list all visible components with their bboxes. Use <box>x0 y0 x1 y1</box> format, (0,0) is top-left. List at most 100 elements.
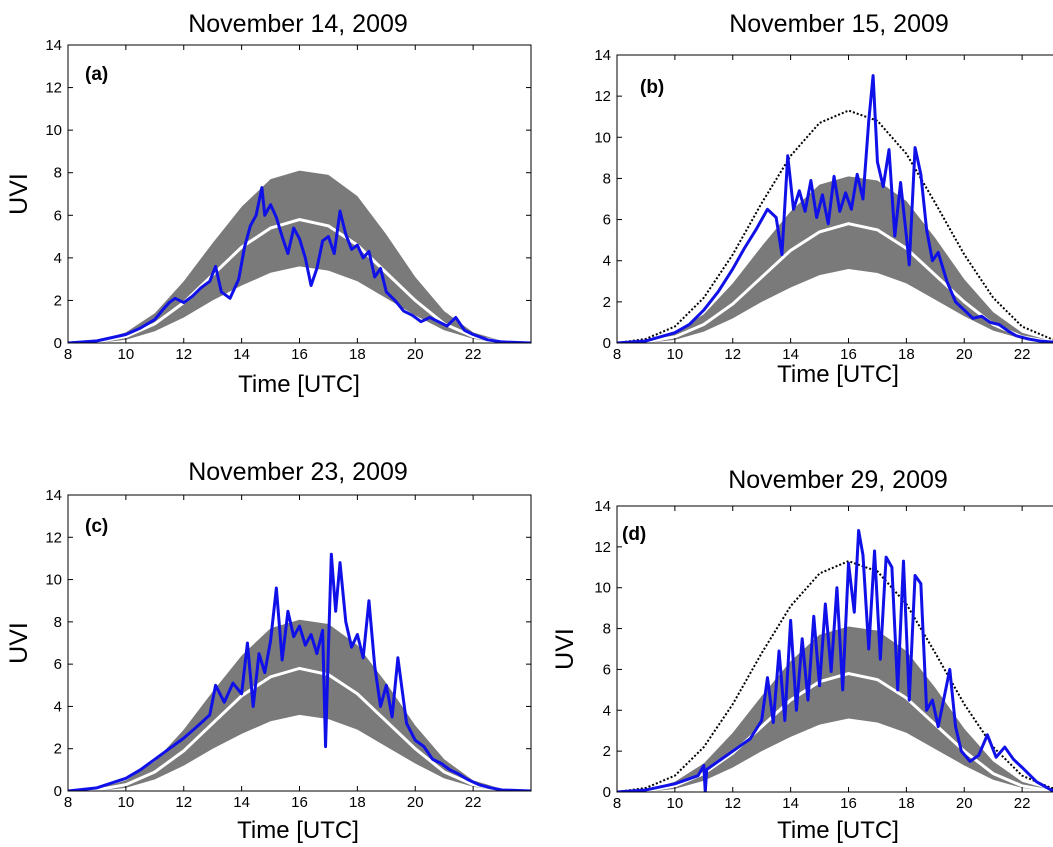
panel-c-x-tick-label: 14 <box>233 794 250 811</box>
panel-d-x-tick-label: 10 <box>667 795 684 812</box>
panel-b: November 15, 2009 8 10 12 14 16 18 20 22 0 2 4 6 8 10… <box>594 10 1053 388</box>
panel-d-observed-line <box>617 529 1053 792</box>
panel-c-x-tick-label: 18 <box>349 794 366 811</box>
panel-d-clear-sky-line <box>617 560 1053 792</box>
panel-a-y-tick-label: 12 <box>45 80 62 97</box>
panel-c-y-tick-label: 0 <box>54 783 62 800</box>
panel-d-y-tick-label: 0 <box>603 784 611 801</box>
panel-b-observed-line <box>617 74 1053 343</box>
panel-d-x-tick-label: 18 <box>898 795 915 812</box>
panel-d-y-axis-label: UVI <box>551 628 579 670</box>
panel-d-label: (d) <box>622 524 646 545</box>
panel-d-uvi-range-band <box>617 626 1053 792</box>
panel-c-ticks: 8 10 12 14 16 18 20 22 0 2 4 6 8 10 12 14 <box>45 487 531 811</box>
panel-c-x-tick-label: 8 <box>64 794 72 811</box>
panel-b-x-tick-label: 14 <box>782 346 799 363</box>
panel-c-median-line <box>68 666 531 791</box>
panel-a-y-axis-label: UVI <box>5 173 33 215</box>
panel-b-x-tick-label: 20 <box>956 346 973 363</box>
panel-a-y-tick-label: 0 <box>54 335 62 352</box>
panel-a-median-line <box>68 217 531 343</box>
panel-a-y-tick-label: 10 <box>45 122 62 139</box>
panel-a-x-tick-label: 20 <box>407 346 424 363</box>
panel-a-ticks: 8 10 12 14 16 18 20 22 0 2 4 6 8 10 12 14 <box>45 37 531 363</box>
panel-a-y-tick-label: 6 <box>54 207 62 224</box>
panel-a-x-tick-label: 10 <box>118 346 135 363</box>
panel-c: November 23, 2009 8 10 12 14 16 18 20 22 0 2 4 6 8 10… <box>5 458 532 844</box>
panel-c-y-tick-label: 14 <box>45 487 62 504</box>
panel-b-x-tick-label: 16 <box>840 346 857 363</box>
panel-a-observed-line <box>68 186 531 343</box>
panel-b-y-tick-label: 4 <box>603 253 611 270</box>
panel-d-x-axis-label: Time [UTC] <box>777 817 899 844</box>
panel-a: November 14, 2009 8 10 12 14 16 18 20 22 0 2 4 6 8 10… <box>5 10 532 398</box>
panel-d-x-tick-label: 14 <box>782 795 799 812</box>
panel-b-x-tick-label: 10 <box>667 346 684 363</box>
panel-b-x-tick-label: 8 <box>613 346 621 363</box>
panel-c-x-tick-label: 12 <box>175 794 192 811</box>
panel-a-x-tick-label: 22 <box>465 346 482 363</box>
panel-b-ticks: 8 10 12 14 16 18 20 22 0 2 4 6 8 10 12 14 <box>594 47 1031 363</box>
panel-c-x-tick-label: 20 <box>407 794 424 811</box>
panel-a-title: November 14, 2009 <box>188 10 408 38</box>
panel-b-series-layer <box>617 74 1053 343</box>
panel-b-y-tick-label: 12 <box>594 88 611 105</box>
panel-d-y-tick-label: 10 <box>594 580 611 597</box>
panel-b-y-tick-label: 0 <box>603 335 611 352</box>
panel-d-x-tick-label: 8 <box>613 795 621 812</box>
panel-a-label: (a) <box>85 64 108 85</box>
panel-a-x-tick-label: 18 <box>349 346 366 363</box>
panel-d-x-tick-label: 12 <box>724 795 741 812</box>
panel-c-x-tick-label: 22 <box>465 794 482 811</box>
panel-d-y-tick-label: 2 <box>603 743 611 760</box>
panel-b-y-tick-label: 6 <box>603 212 611 229</box>
panel-a-y-tick-label: 14 <box>45 37 62 54</box>
panel-a-y-tick-label: 8 <box>54 165 62 182</box>
panel-c-y-axis-label: UVI <box>5 622 33 664</box>
panel-b-x-tick-label: 12 <box>724 346 741 363</box>
panel-d-x-tick-label: 16 <box>840 795 857 812</box>
panel-a-x-tick-label: 8 <box>64 346 72 363</box>
panel-a-y-tick-label: 4 <box>54 250 62 267</box>
panel-d-ticks: 8 10 12 14 16 18 20 22 0 2 4 6 8 10 12 14 <box>594 498 1031 812</box>
panel-b-x-tick-label: 18 <box>898 346 915 363</box>
panel-c-observed-line <box>68 552 531 791</box>
panel-c-y-tick-label: 2 <box>54 741 62 758</box>
panel-b-y-tick-label: 14 <box>594 47 611 64</box>
panel-b-y-tick-label: 2 <box>603 294 611 311</box>
panel-b-uvi-range-band <box>617 176 1053 343</box>
panel-c-y-tick-label: 6 <box>54 656 62 673</box>
panel-c-x-tick-label: 16 <box>291 794 308 811</box>
panel-d-title: November 29, 2009 <box>728 466 948 494</box>
panel-c-series-layer <box>68 552 531 791</box>
panel-b-y-tick-label: 8 <box>603 170 611 187</box>
panel-b-title: November 15, 2009 <box>729 10 949 38</box>
panel-b-x-tick-label: 22 <box>1014 346 1031 363</box>
panel-a-series-layer <box>68 170 531 343</box>
panel-c-x-tick-label: 10 <box>118 794 135 811</box>
panel-d-x-tick-label: 22 <box>1014 795 1031 812</box>
panel-d-y-tick-label: 4 <box>603 702 611 719</box>
panel-b-y-tick-label: 10 <box>594 129 611 146</box>
panel-a-x-tick-label: 12 <box>175 346 192 363</box>
panel-d-y-tick-label: 12 <box>594 539 611 556</box>
panel-d: November 29, 2009 8 10 12 14 16 18 20 22 0 2 4 6 8 10… <box>551 466 1053 844</box>
panel-c-x-axis-label: Time [UTC] <box>237 817 359 844</box>
panel-d-x-tick-label: 20 <box>956 795 973 812</box>
panel-a-x-axis-label: Time [UTC] <box>238 371 360 398</box>
panel-d-y-tick-label: 8 <box>603 621 611 638</box>
panel-b-label: (b) <box>640 77 664 98</box>
panel-a-x-tick-label: 16 <box>291 346 308 363</box>
panel-d-y-tick-label: 6 <box>603 661 611 678</box>
panel-c-title: November 23, 2009 <box>188 458 408 486</box>
panel-d-y-tick-label: 14 <box>594 498 611 515</box>
panel-c-y-tick-label: 8 <box>54 614 62 631</box>
panel-a-y-tick-label: 2 <box>54 292 62 309</box>
panel-d-series-layer <box>617 529 1053 792</box>
panel-c-y-tick-label: 4 <box>54 698 62 715</box>
panel-c-y-tick-label: 12 <box>45 529 62 546</box>
panel-a-x-tick-label: 14 <box>233 346 250 363</box>
panel-c-y-tick-label: 10 <box>45 572 62 589</box>
panel-c-label: (c) <box>85 516 108 537</box>
